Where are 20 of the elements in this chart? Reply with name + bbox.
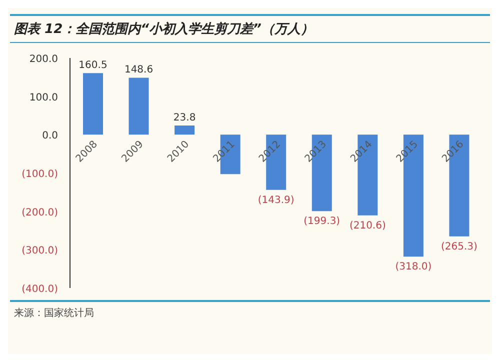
y-tick-label: (200.0) <box>22 207 58 218</box>
data-label: (199.3) <box>304 216 340 228</box>
bar <box>174 126 195 135</box>
y-tick-label: 100.0 <box>29 92 58 104</box>
bar <box>83 73 103 135</box>
data-label: (210.6) <box>349 220 386 232</box>
y-tick-label: (100.0) <box>22 169 58 180</box>
chart-title: 图表 12：全国范围内“小初入学生剪刀差”（万人） <box>14 20 314 38</box>
bar <box>128 78 149 135</box>
source-note: 来源：国家统计局 <box>14 306 94 320</box>
y-tick-label: (300.0) <box>22 246 58 257</box>
y-tick-label: (400.0) <box>22 284 58 295</box>
data-label: 148.6 <box>124 64 154 76</box>
y-tick-label: 0.0 <box>42 130 58 142</box>
data-label: (265.3) <box>441 241 478 252</box>
y-tick-label: 200.0 <box>29 54 58 65</box>
data-label: (143.9) <box>258 194 294 206</box>
data-label: (318.0) <box>395 262 432 273</box>
data-label: 23.8 <box>173 112 196 124</box>
data-label: 160.5 <box>78 60 108 72</box>
